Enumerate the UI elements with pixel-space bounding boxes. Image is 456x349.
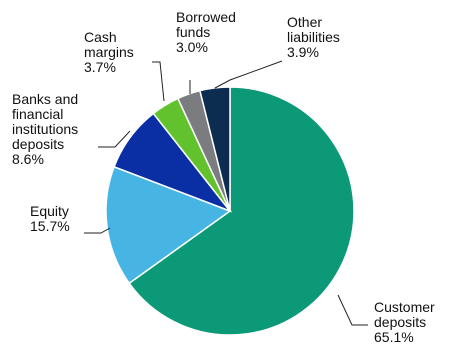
- slice-value-customer-deposits: 65.1%: [374, 329, 414, 345]
- slice-name-line-other-liabilities: Other: [287, 14, 322, 30]
- pie-slice-other-liabilities: [199, 86, 231, 212]
- slice-label-cash-margins: Cash margins 3.7%: [84, 29, 134, 75]
- slice-value-borrowed-funds: 3.0%: [176, 39, 208, 55]
- leader-line-cash-margins: [152, 61, 165, 102]
- slice-name-line-customer-deposits: deposits: [374, 314, 426, 330]
- pie-slice-customer-deposits: [128, 86, 355, 336]
- slice-name-line-cash-margins: Cash: [84, 29, 117, 45]
- pie-slice-equity: [105, 165, 232, 285]
- pie-slices: [105, 86, 355, 336]
- slice-name-line-other-liabilities: liabilities: [287, 29, 340, 45]
- slice-label-other-liabilities: Other liabilities 3.9%: [287, 14, 340, 60]
- slice-name-line-banks-and-financial-institutions-deposits: financial: [12, 106, 63, 122]
- slice-name-line-borrowed-funds: funds: [176, 24, 210, 40]
- slice-name-line-cash-margins: margins: [84, 44, 134, 60]
- leader-line-other-liabilities: [214, 60, 283, 89]
- slice-value-other-liabilities: 3.9%: [287, 44, 319, 60]
- slice-labels: Customer deposits 65.1%Equity 15.7%Banks an…: [12, 9, 435, 345]
- slice-label-customer-deposits: Customer deposits 65.1%: [374, 299, 435, 345]
- slice-name-line-equity: Equity: [30, 203, 69, 219]
- slice-label-banks-and-financial-institutions-deposits: Banks and financial institutions deposits 8.…: [12, 91, 78, 167]
- leader-lines: [84, 60, 368, 326]
- slice-value-banks-and-financial-institutions-deposits: 8.6%: [12, 151, 44, 167]
- leader-line-banks-and-financial-institutions-deposits: [98, 130, 131, 148]
- slice-value-cash-margins: 3.7%: [84, 59, 116, 75]
- slice-name-line-borrowed-funds: Borrowed: [176, 9, 236, 25]
- slice-name-line-banks-and-financial-institutions-deposits: deposits: [12, 136, 64, 152]
- slice-value-equity: 15.7%: [30, 218, 70, 234]
- leader-line-customer-deposits: [337, 294, 368, 326]
- slice-name-line-customer-deposits: Customer: [374, 299, 435, 315]
- slice-name-line-banks-and-financial-institutions-deposits: institutions: [12, 121, 78, 137]
- slice-name-line-banks-and-financial-institutions-deposits: Banks and: [12, 91, 78, 107]
- slice-label-borrowed-funds: Borrowed funds 3.0%: [176, 9, 236, 55]
- slice-label-equity: Equity 15.7%: [30, 203, 70, 234]
- leader-line-equity: [84, 227, 111, 234]
